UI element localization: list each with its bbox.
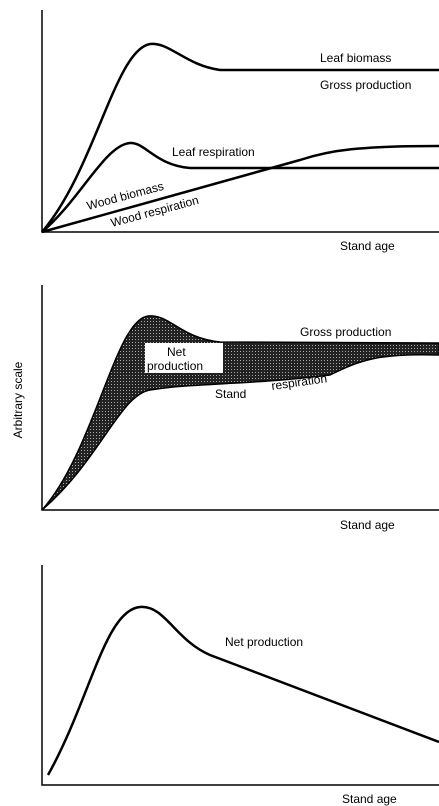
x-axis-label: Stand age [340,239,395,253]
leaf-respiration-curve [41,141,439,233]
label: Gross production [320,78,411,92]
x-axis-label: Stand age [340,518,395,532]
label: Net production [225,635,303,649]
x-axis-label: Stand age [342,792,397,806]
net-production-curve [46,605,439,776]
label: production [147,359,203,373]
label: Leaf respiration [172,145,255,159]
panel-3: Net production Stand age [41,565,439,806]
label-background [145,343,223,373]
net-production-area [41,315,439,511]
y-axis-label: Arbitrary scale [11,361,25,438]
label: Stand [215,387,246,401]
axes [41,565,439,786]
wood-curve [41,144,439,234]
panel-2: Net production Gross production Stand re… [11,285,439,532]
panel-1: Leaf biomass Gross production Leaf respi… [41,10,439,253]
leaf-biomass-curve [41,42,439,233]
label: Net [167,345,186,359]
label: Gross production [300,325,391,339]
label: Leaf biomass [320,51,391,65]
